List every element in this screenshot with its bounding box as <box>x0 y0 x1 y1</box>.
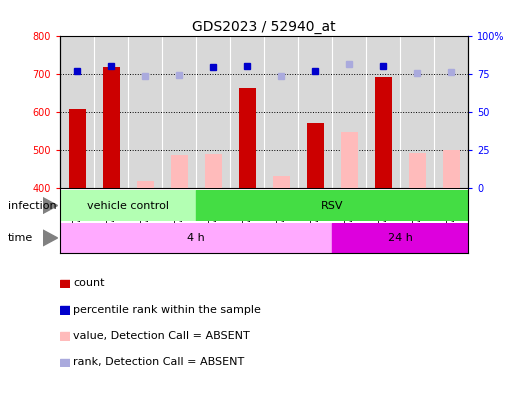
Bar <box>60 36 94 188</box>
Bar <box>103 67 120 188</box>
Polygon shape <box>43 230 58 246</box>
Bar <box>60 332 70 340</box>
Bar <box>264 36 298 188</box>
Bar <box>60 279 70 288</box>
Text: time: time <box>8 233 33 243</box>
Text: infection: infection <box>8 200 56 211</box>
Bar <box>238 88 256 188</box>
Bar <box>170 155 188 188</box>
Bar <box>60 358 70 367</box>
Text: value, Detection Call = ABSENT: value, Detection Call = ABSENT <box>73 331 250 341</box>
Bar <box>69 109 86 188</box>
Bar <box>204 154 222 188</box>
Bar <box>60 306 70 314</box>
Text: 4 h: 4 h <box>187 233 205 243</box>
Text: vehicle control: vehicle control <box>87 200 169 211</box>
Bar <box>434 36 468 188</box>
Bar <box>408 153 426 188</box>
Bar <box>298 36 332 188</box>
Bar <box>94 36 128 188</box>
Bar <box>340 132 358 188</box>
Bar <box>230 36 264 188</box>
Bar <box>366 36 400 188</box>
Bar <box>272 176 290 188</box>
Bar <box>374 77 392 188</box>
Title: GDS2023 / 52940_at: GDS2023 / 52940_at <box>192 20 336 34</box>
Text: percentile rank within the sample: percentile rank within the sample <box>73 305 261 315</box>
Bar <box>332 223 468 253</box>
Text: count: count <box>73 279 105 288</box>
Bar <box>196 36 230 188</box>
Bar <box>442 149 460 188</box>
Text: RSV: RSV <box>321 200 344 211</box>
Text: rank, Detection Call = ABSENT: rank, Detection Call = ABSENT <box>73 358 244 367</box>
Bar <box>400 36 434 188</box>
Bar <box>60 223 332 253</box>
Bar <box>137 181 154 188</box>
Bar <box>60 190 196 221</box>
Bar <box>196 190 468 221</box>
Bar <box>162 36 196 188</box>
Bar <box>128 36 162 188</box>
Text: 24 h: 24 h <box>388 233 413 243</box>
Polygon shape <box>43 198 58 213</box>
Bar <box>306 123 324 188</box>
Bar <box>332 36 366 188</box>
